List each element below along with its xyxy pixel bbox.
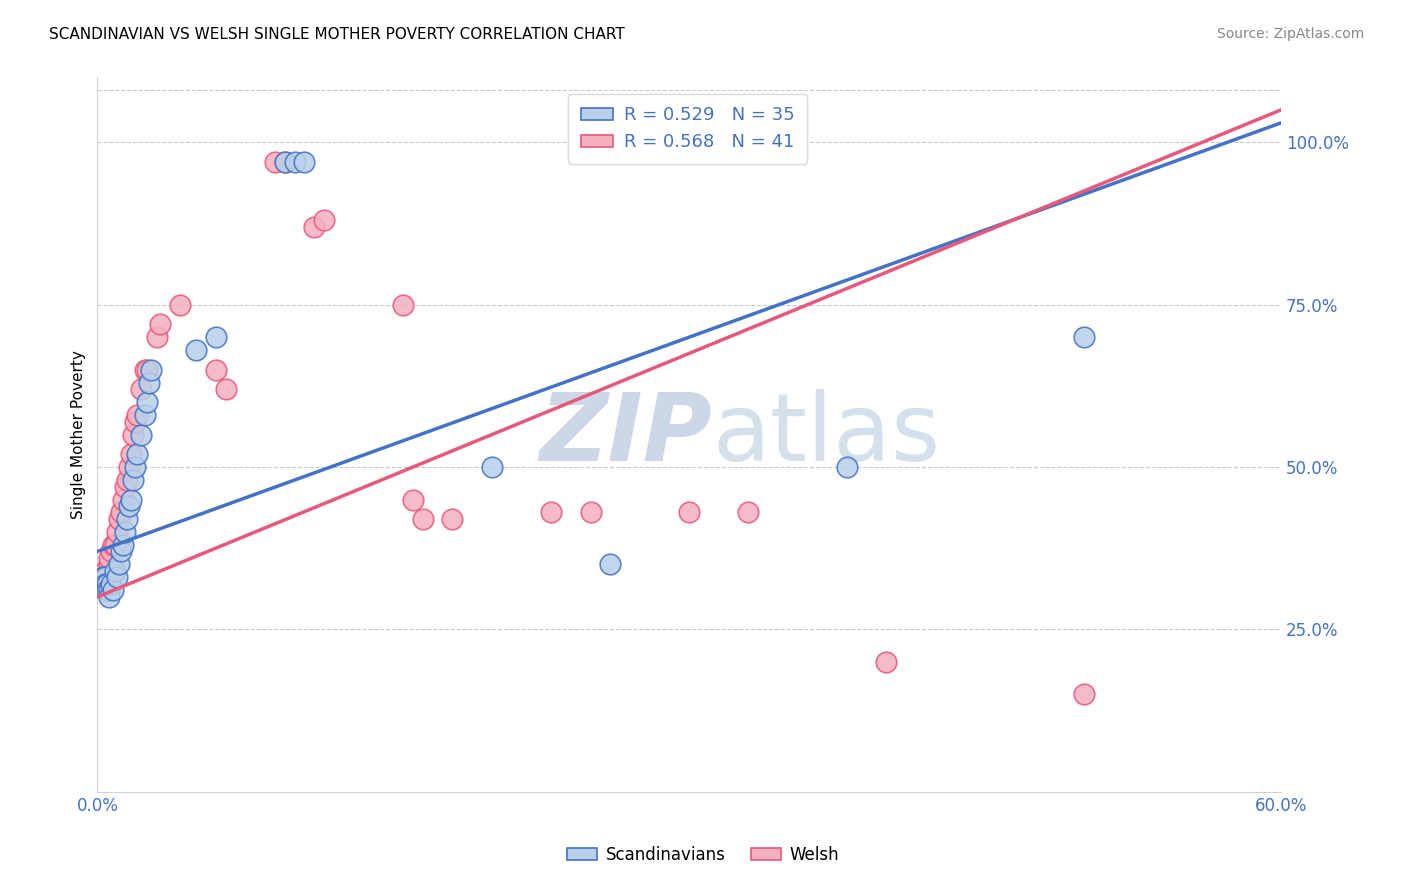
Point bbox=[274, 154, 297, 169]
Point bbox=[204, 362, 226, 376]
Point bbox=[94, 577, 117, 591]
Point bbox=[835, 460, 858, 475]
Legend: Scandinavians, Welsh: Scandinavians, Welsh bbox=[561, 839, 845, 871]
Point bbox=[274, 154, 297, 169]
Point bbox=[120, 492, 142, 507]
Point bbox=[129, 382, 152, 396]
Point bbox=[110, 506, 132, 520]
Point bbox=[98, 590, 121, 604]
Point bbox=[111, 538, 134, 552]
Point bbox=[91, 570, 114, 584]
Point bbox=[115, 473, 138, 487]
Point bbox=[108, 512, 131, 526]
Point bbox=[111, 492, 134, 507]
Point bbox=[214, 382, 236, 396]
Point bbox=[875, 655, 897, 669]
Point bbox=[124, 415, 146, 429]
Point bbox=[412, 512, 434, 526]
Point bbox=[125, 408, 148, 422]
Point bbox=[114, 524, 136, 539]
Point bbox=[441, 512, 464, 526]
Point bbox=[120, 447, 142, 461]
Y-axis label: Single Mother Poverty: Single Mother Poverty bbox=[72, 351, 86, 519]
Point bbox=[98, 550, 121, 565]
Point bbox=[129, 427, 152, 442]
Text: Source: ZipAtlas.com: Source: ZipAtlas.com bbox=[1216, 27, 1364, 41]
Point bbox=[135, 362, 157, 376]
Point bbox=[1073, 687, 1095, 701]
Point bbox=[678, 506, 700, 520]
Point bbox=[392, 298, 415, 312]
Point bbox=[540, 506, 562, 520]
Legend: R = 0.529   N = 35, R = 0.568   N = 41: R = 0.529 N = 35, R = 0.568 N = 41 bbox=[568, 94, 807, 164]
Point bbox=[105, 570, 128, 584]
Point bbox=[145, 330, 167, 344]
Point bbox=[184, 343, 207, 358]
Point bbox=[135, 395, 157, 409]
Point bbox=[94, 570, 117, 584]
Point bbox=[599, 558, 621, 572]
Point bbox=[121, 473, 143, 487]
Point bbox=[125, 447, 148, 461]
Point bbox=[579, 506, 602, 520]
Point bbox=[108, 558, 131, 572]
Point bbox=[115, 512, 138, 526]
Point bbox=[118, 499, 141, 513]
Point bbox=[149, 317, 172, 331]
Point bbox=[104, 538, 127, 552]
Point bbox=[101, 538, 124, 552]
Point bbox=[134, 408, 156, 422]
Point bbox=[737, 506, 759, 520]
Point bbox=[284, 154, 307, 169]
Point bbox=[134, 362, 156, 376]
Point bbox=[481, 460, 503, 475]
Point bbox=[304, 219, 326, 234]
Point bbox=[105, 524, 128, 539]
Point bbox=[294, 154, 316, 169]
Text: SCANDINAVIAN VS WELSH SINGLE MOTHER POVERTY CORRELATION CHART: SCANDINAVIAN VS WELSH SINGLE MOTHER POVE… bbox=[49, 27, 624, 42]
Point bbox=[139, 362, 162, 376]
Point bbox=[264, 154, 287, 169]
Point bbox=[110, 544, 132, 558]
Point bbox=[96, 577, 118, 591]
Point bbox=[100, 577, 122, 591]
Point bbox=[91, 570, 114, 584]
Text: atlas: atlas bbox=[713, 389, 941, 481]
Point bbox=[402, 492, 425, 507]
Point bbox=[96, 583, 118, 598]
Point bbox=[314, 213, 336, 227]
Point bbox=[169, 298, 191, 312]
Point bbox=[1073, 330, 1095, 344]
Point bbox=[121, 427, 143, 442]
Point bbox=[114, 479, 136, 493]
Point bbox=[101, 583, 124, 598]
Text: ZIP: ZIP bbox=[540, 389, 713, 481]
Point bbox=[104, 564, 127, 578]
Point bbox=[100, 544, 122, 558]
Point bbox=[98, 583, 121, 598]
Point bbox=[98, 558, 121, 572]
Point bbox=[204, 330, 226, 344]
Point bbox=[94, 564, 117, 578]
Point bbox=[118, 460, 141, 475]
Point bbox=[96, 570, 118, 584]
Point bbox=[124, 460, 146, 475]
Point bbox=[138, 376, 160, 390]
